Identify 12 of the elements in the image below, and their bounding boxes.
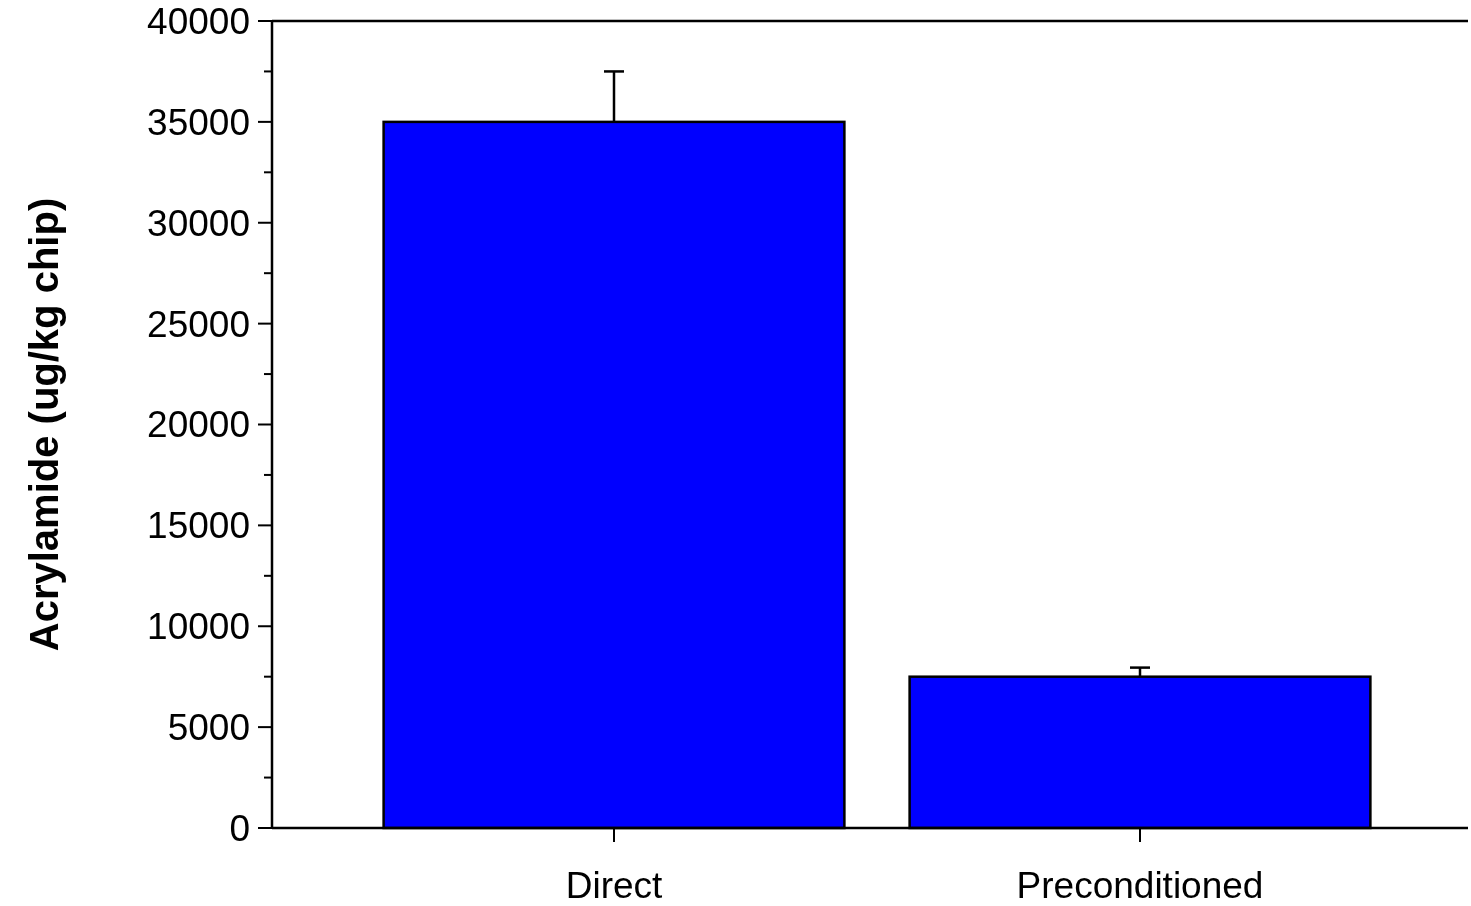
y-tick-label: 25000 <box>147 303 250 345</box>
y-tick-label: 10000 <box>147 606 250 648</box>
y-axis-title: Acrylamide (ug/kg chip) <box>22 197 66 652</box>
y-tick-label: 40000 <box>147 0 250 42</box>
y-tick-label: 15000 <box>147 505 250 547</box>
x-tick-label: Preconditioned <box>1016 865 1264 906</box>
y-tick-label: 5000 <box>167 707 250 749</box>
x-tick-label: Direct <box>565 865 664 906</box>
y-tick-label: 30000 <box>147 202 250 244</box>
y-tick-label: 20000 <box>147 404 250 446</box>
y-tick-label: 0 <box>229 807 250 849</box>
y-tick-label: 35000 <box>147 101 250 143</box>
